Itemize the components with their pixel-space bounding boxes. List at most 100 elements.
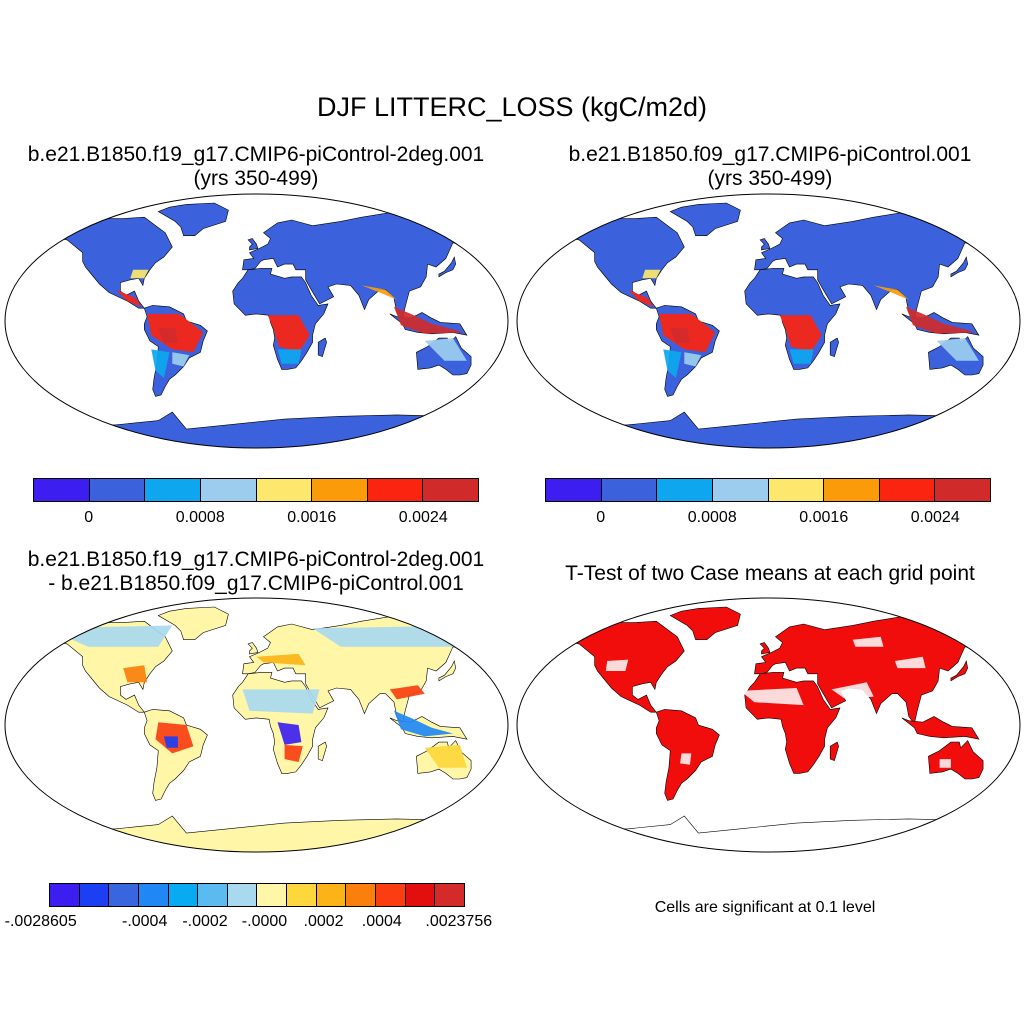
value-patch <box>389 685 425 700</box>
value-patch <box>394 306 465 334</box>
landmass-uk <box>759 642 771 655</box>
colorbar-swatch <box>824 479 880 501</box>
colorbar-swatch <box>367 479 424 501</box>
landmass-new-zealand <box>490 373 507 387</box>
landmass-greenland <box>157 606 229 641</box>
panel-1-map <box>4 193 509 449</box>
value-patch <box>123 665 148 683</box>
panel-2-colorbar-ticks: 0 0.0008 0.0016 0.0024 <box>545 509 991 529</box>
nonsignificant-patch <box>894 656 926 669</box>
colorbar-tick-label: .0004 <box>361 913 402 930</box>
colorbar-tick-label: -.0002 <box>182 913 228 930</box>
panel-1-colorbar <box>33 478 479 502</box>
nonsignificant-patch <box>852 636 884 647</box>
panel-2-map <box>516 193 1021 449</box>
panel-1-title: b.e21.B1850.f19_g17.CMIP6-piControl-2deg… <box>8 143 504 191</box>
nonsignificant-patch <box>740 688 804 706</box>
colorbar-swatch <box>316 884 347 906</box>
value-patch <box>116 289 142 307</box>
colorbar-swatch <box>50 884 80 906</box>
value-patch <box>394 710 453 737</box>
map-border <box>516 193 1021 449</box>
colorbar-swatch <box>423 479 478 501</box>
landmass-eurasia <box>754 211 1020 321</box>
colorbar-swatch <box>601 479 658 501</box>
panel-4-map <box>516 597 1021 853</box>
landmass-uk <box>247 642 259 655</box>
landmass-australia <box>928 740 984 780</box>
colorbar-swatch <box>257 884 288 906</box>
landmass-eurasia <box>754 615 1020 725</box>
colorbar-swatch <box>89 479 146 501</box>
landmass-new-zealand <box>490 777 507 791</box>
colorbar-swatch <box>935 479 990 501</box>
colorbar-swatch <box>34 479 90 501</box>
colorbar-swatch <box>287 884 317 906</box>
colorbar-swatch <box>657 479 713 501</box>
value-patch <box>277 349 302 364</box>
nonsignificant-patch <box>831 682 874 700</box>
colorbar-tick-label: 0.0024 <box>398 509 448 526</box>
colorbar-tick-label: 0 <box>84 509 94 526</box>
map-border <box>4 193 509 449</box>
panel-3-map <box>4 597 509 853</box>
panel-2-colorbar <box>545 478 991 502</box>
landmass-madagascar <box>829 741 839 761</box>
colorbar-swatch <box>168 884 199 906</box>
landmass-greenland <box>157 202 229 237</box>
value-patch <box>151 349 170 378</box>
colorbar-swatch <box>879 479 936 501</box>
panel-4-title: T-Test of two Case means at each grid po… <box>520 562 1020 586</box>
colorbar-tick-label: .0002 <box>303 913 344 930</box>
value-patch <box>130 269 149 279</box>
panel-2-title-line2: (yrs 350-499) <box>707 167 833 190</box>
map-layer <box>517 606 1020 852</box>
colorbar-swatch <box>405 884 436 906</box>
nonsignificant-patch <box>605 659 629 671</box>
colorbar-swatch <box>546 479 602 501</box>
value-patch <box>242 689 320 714</box>
colorbar-tick-label: 0.0008 <box>687 509 737 526</box>
value-patch <box>779 315 822 353</box>
colorbar-swatch <box>376 884 406 906</box>
panel-1-colorbar-ticks: 0 0.0008 0.0016 0.0024 <box>33 509 479 529</box>
value-patch <box>906 306 977 334</box>
landmass-new-zealand <box>1002 777 1019 791</box>
map-border <box>516 597 1021 853</box>
value-patch <box>277 722 302 745</box>
value-patch <box>628 289 654 307</box>
colorbar-tick-label: 0.0008 <box>175 509 225 526</box>
map-border <box>4 597 509 853</box>
figure-title: DJF LITTERC_LOSS (kgC/m2d) <box>316 92 708 122</box>
value-patch <box>172 352 190 367</box>
landmass-madagascar <box>317 741 327 761</box>
colorbar-swatch <box>256 479 313 501</box>
value-patch <box>256 653 306 666</box>
value-patch <box>936 338 979 361</box>
value-patch <box>158 328 178 344</box>
panel-2-title-line1: b.e21.B1850.f09_g17.CMIP6-piControl.001 <box>568 143 972 166</box>
panel-3-colorbar <box>49 883 465 907</box>
value-patch <box>163 736 178 748</box>
panel-1-title-line2: (yrs 350-499) <box>193 167 319 190</box>
value-patch <box>424 338 467 361</box>
landmass-japan <box>950 660 969 682</box>
value-patch <box>312 625 481 647</box>
colorbar-swatch <box>200 479 257 501</box>
colorbar-swatch <box>768 479 825 501</box>
panel-3-title-line2: - b.e21.B1850.f09_g17.CMIP6-piControl.00… <box>48 572 464 595</box>
landmass-greenland <box>669 606 741 641</box>
value-patch <box>670 328 690 344</box>
colorbar-tick-label: .0023756 <box>425 913 493 930</box>
colorbar-swatch <box>138 884 169 906</box>
landmass-eurasia <box>242 211 508 321</box>
landmass-uk <box>247 238 259 251</box>
landmass-madagascar <box>829 337 839 357</box>
panel-3-colorbar-ticks: -.0028605 -.0004 -.0002 -.0000 .0002 .0004 .00… <box>5 913 492 933</box>
panel-2-title: b.e21.B1850.f09_g17.CMIP6-piControl.001 … <box>520 143 1020 191</box>
colorbar-tick-label: 0.0016 <box>799 509 849 526</box>
value-patch <box>424 744 467 768</box>
panel-3-title: b.e21.B1850.f19_g17.CMIP6-piControl-2deg… <box>6 548 506 596</box>
colorbar-tick-label: -.0028605 <box>4 913 77 930</box>
value-patch <box>267 315 310 353</box>
